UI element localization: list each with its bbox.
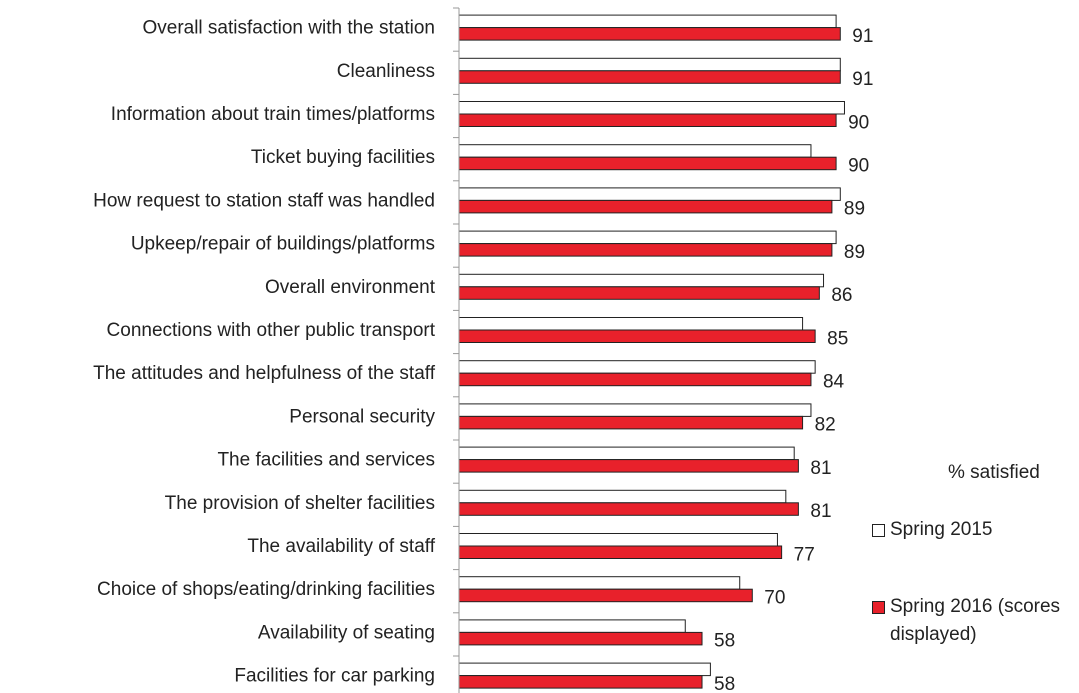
category-label: The facilities and services: [217, 450, 435, 471]
bar: [458, 675, 703, 689]
bar: [458, 588, 753, 603]
legend-title: % satisfied: [948, 462, 1040, 483]
bar: [458, 286, 820, 300]
bar: [458, 619, 686, 633]
bar: [458, 273, 825, 288]
value-label: 91: [852, 26, 873, 47]
bar: [458, 662, 711, 677]
value-label: 89: [844, 242, 865, 263]
category-label: The attitudes and helpfulness of the sta…: [93, 363, 436, 384]
bar: [458, 317, 804, 331]
bar: [458, 187, 841, 201]
value-label: 90: [848, 155, 869, 176]
category-label: Cleanliness: [337, 61, 435, 82]
bar: [458, 446, 795, 461]
value-label: 90: [848, 112, 869, 133]
bar: [458, 27, 841, 41]
legend-label: Spring 2015: [890, 519, 993, 540]
bar: [458, 70, 841, 84]
bar: [458, 533, 778, 547]
bar: [458, 14, 837, 29]
value-label: 58: [714, 631, 735, 652]
bar: [458, 113, 837, 127]
legend-swatch: [872, 601, 885, 614]
bar: [458, 329, 816, 343]
legend-label: Spring 2016 (scores displayed): [890, 596, 1061, 645]
bar: [458, 415, 804, 430]
bar: [458, 545, 783, 559]
category-label: Ticket buying facilities: [251, 147, 435, 168]
bar: [458, 360, 816, 374]
value-label: 58: [714, 674, 735, 693]
value-label: 89: [844, 199, 865, 220]
value-label: 82: [815, 415, 836, 436]
legend-swatch: [872, 524, 885, 537]
bar: [458, 489, 787, 504]
value-label: 91: [852, 69, 873, 90]
value-label: 86: [831, 285, 852, 306]
category-label: Information about train times/platforms: [111, 104, 435, 125]
bar: [458, 101, 845, 115]
bar: [458, 502, 799, 516]
bar: [458, 57, 841, 72]
bar: [458, 459, 799, 473]
bar: [458, 403, 812, 417]
value-label: 70: [764, 587, 785, 608]
category-label: Overall environment: [265, 277, 436, 298]
category-label: Personal security: [289, 406, 435, 427]
category-label: Overall satisfaction with the station: [142, 18, 435, 39]
category-label: How request to station staff was handled: [93, 190, 435, 211]
bar: [458, 199, 833, 214]
bar: [458, 144, 812, 158]
bar: [458, 576, 741, 590]
bar: [458, 243, 833, 257]
value-label: 81: [810, 458, 831, 479]
category-label: Choice of shops/eating/drinking faciliti…: [97, 579, 435, 600]
value-label: 85: [827, 328, 848, 349]
category-label: The availability of staff: [247, 536, 435, 557]
value-label: 84: [823, 371, 845, 392]
bar: [458, 631, 703, 646]
bar: [458, 156, 837, 171]
value-label: 77: [794, 544, 815, 565]
category-label: Upkeep/repair of buildings/platforms: [131, 234, 435, 255]
category-label: Facilities for car parking: [234, 666, 435, 687]
value-label: 81: [810, 501, 831, 522]
bar: [458, 230, 837, 245]
category-label: Connections with other public transport: [107, 320, 436, 341]
category-label: Availability of seating: [258, 622, 435, 643]
category-label: The provision of shelter facilities: [165, 493, 435, 514]
bar: [458, 372, 812, 387]
